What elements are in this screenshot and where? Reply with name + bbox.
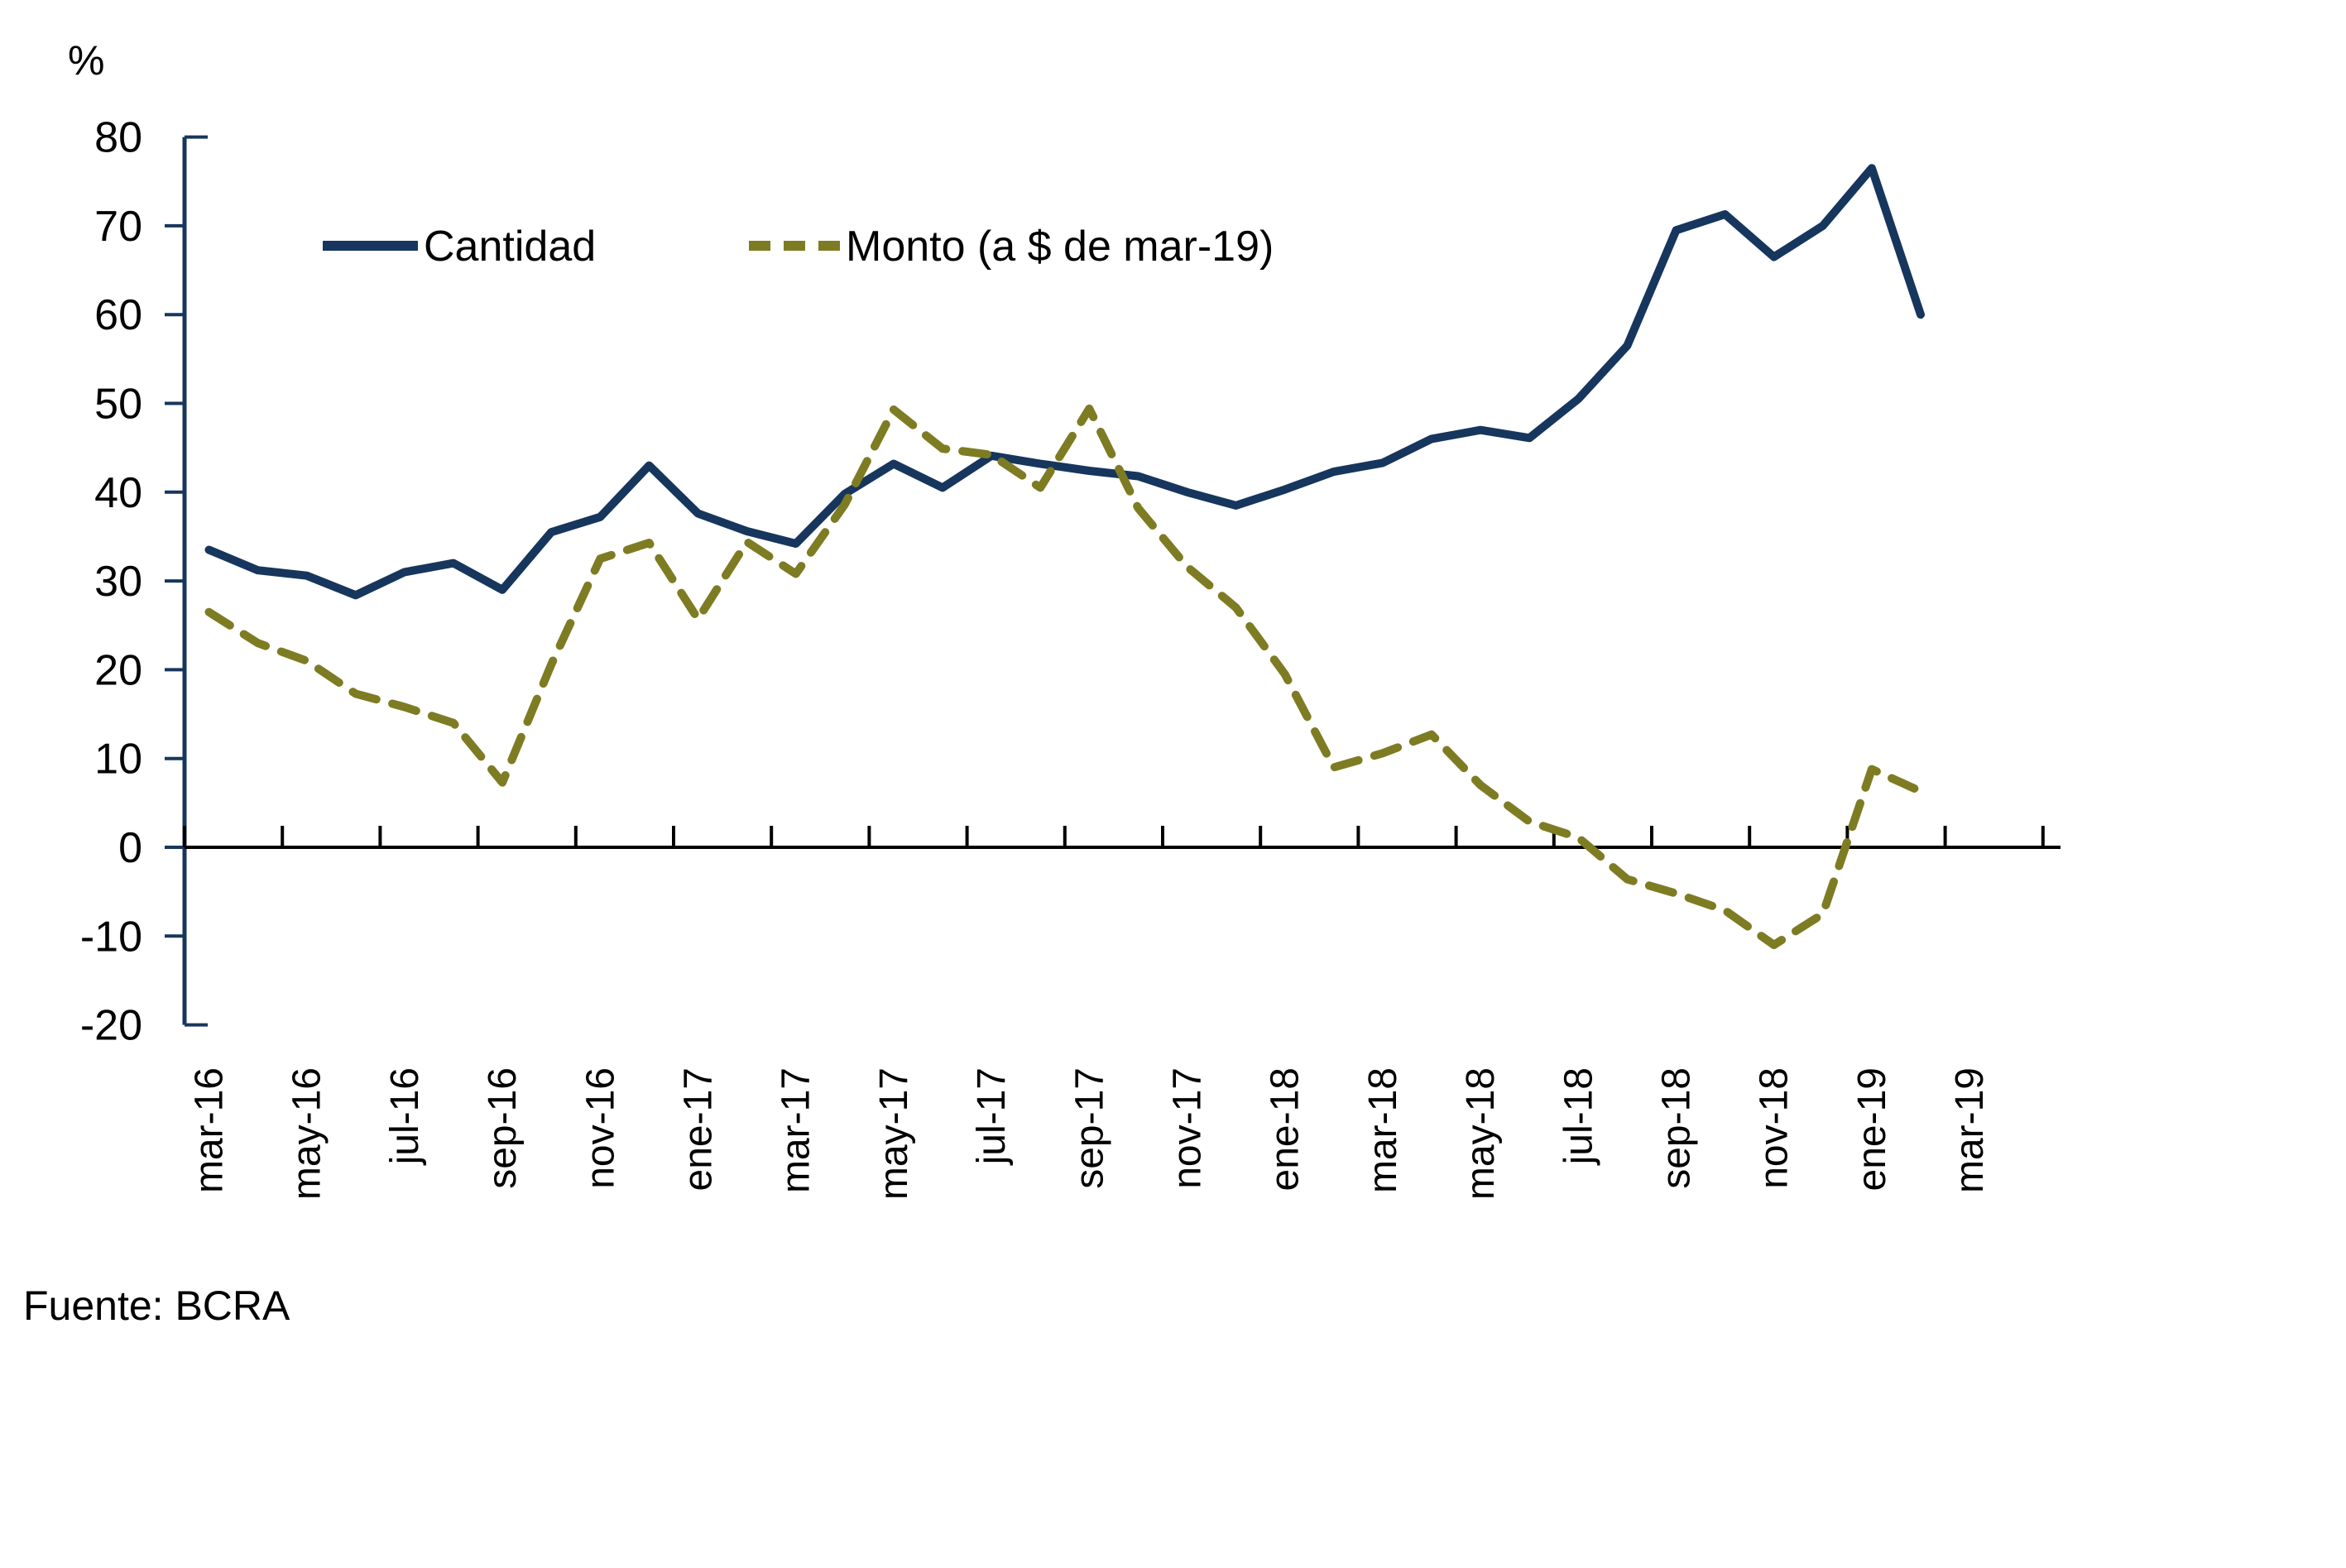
x-tick-label: mar-18 (1361, 1067, 1405, 1193)
x-tick-label: mar-19 (1948, 1067, 1992, 1193)
x-tick-label: ene-19 (1850, 1067, 1894, 1191)
x-tick-label: sep-17 (1067, 1067, 1111, 1189)
x-tick-label: jul-17 (970, 1067, 1014, 1166)
y-axis-tick-labels: 80 70 60 50 40 30 20 10 0 -10 -20 (80, 114, 142, 1050)
x-tick-label: sep-18 (1655, 1067, 1699, 1189)
y-tick-label: 30 (94, 558, 142, 606)
y-tick-label: 70 (94, 203, 142, 251)
x-tick-label: may-17 (872, 1067, 916, 1200)
x-axis-tick-labels: mar-16 may-16 jul-16 sep-16 nov-16 ene-17 mar-… (188, 1067, 1993, 1200)
x-tick-label: jul-18 (1557, 1067, 1600, 1166)
y-axis (165, 135, 208, 1027)
y-tick-label: 80 (94, 114, 142, 162)
x-tick-label: ene-18 (1264, 1067, 1307, 1191)
x-tick-label: jul-16 (383, 1067, 427, 1166)
monto-series-line (204, 404, 1925, 949)
y-tick-label: 10 (94, 736, 142, 784)
y-tick-label: 60 (94, 291, 142, 339)
y-tick-label: -10 (80, 913, 142, 961)
legend-cantidad-label: Cantidad (424, 223, 596, 271)
x-tick-label: mar-16 (188, 1067, 232, 1193)
x-tick-label: mar-17 (775, 1067, 818, 1193)
x-axis (183, 826, 2061, 849)
legend-monto-label: Monto (a $ de mar-19) (846, 223, 1274, 271)
x-tick-label: may-18 (1459, 1067, 1503, 1200)
y-tick-label: 40 (94, 469, 142, 517)
data-series-lines (204, 164, 1925, 949)
y-tick-label: 20 (94, 646, 142, 694)
y-tick-label: 0 (118, 824, 142, 872)
cantidad-series-line (204, 164, 1925, 600)
x-tick-label: nov-16 (578, 1067, 622, 1189)
source-caption: Fuente: BCRA (23, 1283, 290, 1329)
x-tick-label: sep-16 (481, 1067, 525, 1189)
legend: Cantidad Monto (a $ de mar-19) (323, 223, 1274, 271)
y-tick-label: 50 (94, 381, 142, 429)
x-tick-label: nov-18 (1753, 1067, 1797, 1189)
x-tick-label: ene-17 (677, 1067, 721, 1191)
y-axis-unit-label: % (68, 37, 104, 84)
x-tick-label: nov-17 (1166, 1067, 1210, 1189)
x-tick-label: may-16 (285, 1067, 329, 1200)
y-tick-label: -20 (80, 1002, 142, 1050)
